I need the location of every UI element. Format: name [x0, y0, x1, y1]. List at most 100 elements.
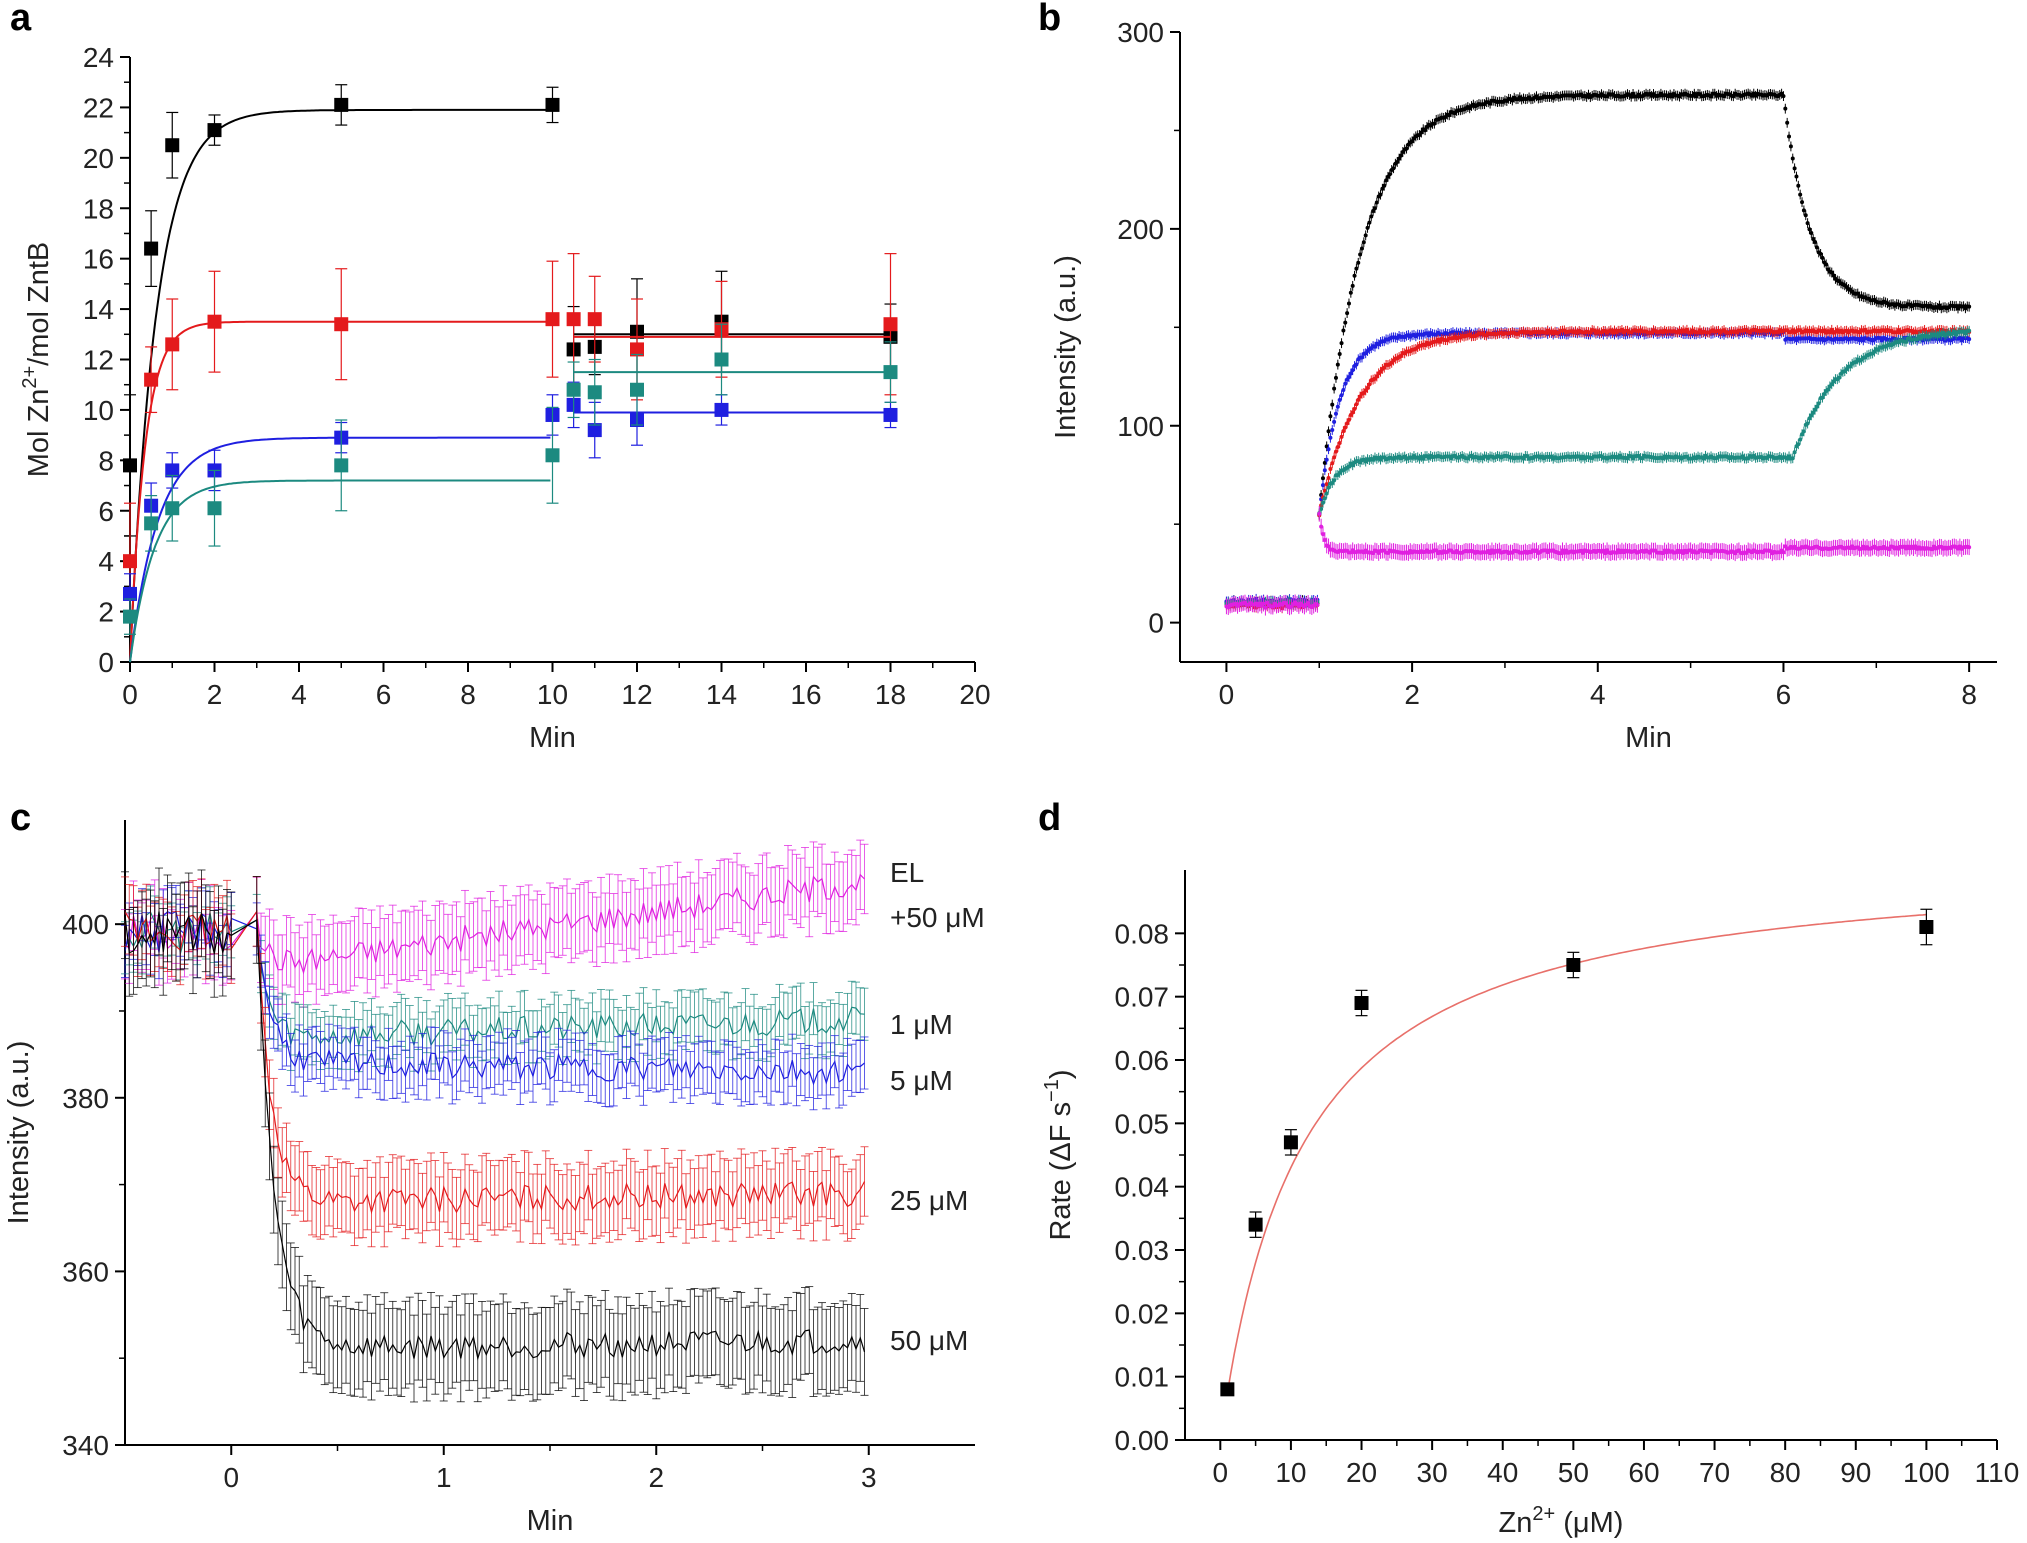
data-point-teal — [1796, 442, 1801, 447]
data-point-black — [1855, 291, 1860, 296]
data-point-black — [1384, 178, 1389, 183]
x-tick-label: 16 — [790, 679, 821, 710]
data-point-blue — [1337, 398, 1342, 403]
data-point-black — [1410, 139, 1415, 144]
data-point-blue — [165, 463, 180, 478]
panel-a-axes: 0 2 4 6 8 10 12 14 16 18 20024681012141618202224aM… — [10, 0, 991, 754]
data-point-magenta — [1315, 602, 1320, 607]
series-blue — [1224, 326, 1972, 609]
data-point-blue — [1348, 371, 1353, 376]
data-point-black — [1328, 414, 1333, 419]
data-point-black — [1358, 252, 1363, 257]
data-point-teal — [1801, 429, 1806, 434]
y-tick-label: 20 — [83, 143, 114, 174]
data-point-red — [1346, 417, 1351, 422]
data-point-teal — [1915, 337, 1920, 342]
data-point-red — [1339, 434, 1344, 439]
y-tick-label: 2 — [98, 597, 114, 628]
data-point-teal — [165, 501, 180, 516]
data-point-teal — [1822, 391, 1827, 396]
data-point-teal — [1798, 437, 1803, 442]
data-point-black — [1798, 192, 1803, 197]
data-point-teal — [1332, 478, 1337, 483]
data-point-blue — [1339, 393, 1344, 398]
x-tick-label: 2 — [648, 1462, 664, 1493]
y-tick-label: 24 — [83, 42, 114, 73]
y-tick-label: 0 — [1148, 608, 1164, 639]
data-point-black — [123, 458, 137, 473]
data-point-black — [1359, 246, 1364, 251]
data-point-black — [1369, 214, 1374, 219]
data-point-black — [1378, 192, 1383, 197]
data-point-magenta — [1781, 550, 1786, 555]
data-point-black — [1398, 153, 1403, 158]
data-point-magenta — [1283, 601, 1288, 606]
data-point-blue — [1328, 435, 1333, 440]
data-point-black — [1391, 166, 1396, 171]
data-point-magenta — [1967, 545, 1972, 550]
data-point-teal — [1967, 328, 1972, 333]
fit-curve-red — [129, 320, 551, 663]
x-tick-label: 12 — [621, 679, 652, 710]
data-point-teal — [1322, 496, 1327, 501]
data-point-black — [1361, 240, 1366, 245]
data-point-magenta — [1322, 538, 1327, 543]
data-point-blue — [587, 423, 602, 438]
data-point-black — [1322, 460, 1327, 465]
data-point-black — [144, 241, 159, 256]
x-tick-label: 6 — [376, 679, 392, 710]
data-point-black — [334, 97, 349, 112]
data-point-black — [1818, 251, 1823, 256]
data-point-red — [1333, 449, 1338, 454]
y-tick-label: 12 — [83, 345, 114, 376]
data-point-red — [1350, 410, 1355, 415]
x-tick-label: 18 — [875, 679, 906, 710]
data-point-black — [1345, 311, 1350, 316]
data-point-black — [1783, 106, 1788, 111]
data-point-black — [1335, 362, 1340, 367]
data-point-black — [1374, 200, 1379, 205]
data-point-black — [1781, 94, 1786, 99]
data-point-magenta — [1558, 551, 1563, 556]
data-point-blue — [1341, 387, 1346, 392]
data-point-blue — [123, 586, 137, 601]
data-point-red — [1337, 441, 1342, 446]
data-point-black — [1346, 301, 1351, 306]
data-point-black — [1332, 386, 1337, 391]
data-point-red — [1352, 406, 1357, 411]
data-point-red — [883, 317, 898, 332]
data-point-red — [1328, 466, 1333, 471]
data-point-teal — [1792, 450, 1797, 455]
series-line-EL +50 μM — [124, 873, 865, 975]
data-point-black — [1333, 375, 1338, 380]
data-point-black — [1807, 227, 1812, 232]
y-tick-label: 8 — [98, 445, 114, 476]
data-point-red — [1332, 455, 1337, 460]
data-point-black — [1363, 233, 1368, 238]
data-point-black — [1356, 260, 1361, 265]
data-point-black — [1352, 273, 1357, 278]
series-teal — [1224, 325, 1972, 611]
y-tick-label: 380 — [62, 1083, 109, 1114]
x-tick-label: 2 — [1404, 679, 1420, 710]
x-tick-label: 0 — [122, 679, 138, 710]
data-point-black — [1343, 320, 1348, 325]
series-red — [1224, 324, 1972, 614]
data-point-blue — [1354, 362, 1359, 367]
data-point-black — [1967, 304, 1972, 309]
panel-label-b: b — [1038, 0, 1061, 39]
data-point-black — [1488, 101, 1493, 106]
data-point-red — [207, 314, 222, 329]
data-point-black — [1820, 255, 1825, 260]
data-point-blue — [1372, 344, 1377, 349]
data-point-teal — [1701, 456, 1706, 461]
y-tick-label: 0 — [98, 647, 114, 678]
data-point-red — [1341, 429, 1346, 434]
x-tick-label: 1 — [436, 1462, 452, 1493]
data-point-black — [1380, 186, 1385, 191]
data-point-black — [1382, 183, 1387, 188]
data-point-red — [566, 312, 581, 327]
y-tick-label: 300 — [1117, 17, 1164, 48]
data-point-black — [1811, 237, 1816, 242]
data-point-black — [1337, 351, 1342, 356]
